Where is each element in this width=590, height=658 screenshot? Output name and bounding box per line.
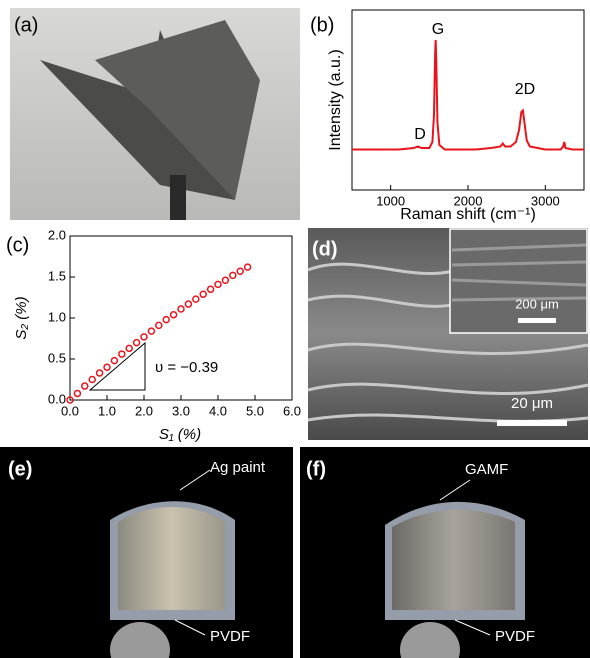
y-tick-label: 0.5 [48,350,66,365]
data-point [156,322,162,328]
peak-label: G [432,21,444,38]
data-point [141,334,147,340]
data-point [134,340,140,346]
data-point [74,390,80,396]
ag-film [118,507,225,610]
panel-label: (f) [306,458,326,480]
panel-label: (b) [310,14,334,36]
y-axis-label: Intensity (a.u.) [327,49,344,150]
data-point [200,291,206,297]
annotation: Ag paint [210,459,266,476]
slope-triangle [90,343,145,390]
annotation: υ = −0.39 [155,359,218,376]
data-point [245,264,251,270]
y-tick-label: 0.0 [48,391,66,406]
gamf-film [392,510,515,610]
x-tick-label: 3.0 [172,403,190,418]
data-point [178,306,184,312]
data-point [126,345,132,351]
data-point [104,364,110,370]
x-tick-label: 6.0 [283,403,301,418]
x-tick-label: 2.0 [135,403,153,418]
x-axis-label: S₁ (%) [159,426,201,443]
peak-label: 2D [515,81,535,98]
data-point [89,377,95,383]
annotation: GAMF [465,461,508,478]
y-tick-label: 1.5 [48,268,66,283]
data-point [163,317,169,323]
data-point [82,383,88,389]
x-tick-label: 4.0 [209,403,227,418]
data-point [208,286,214,292]
annotation: PVDF [210,628,250,645]
spectrum-line [352,40,584,150]
tweezers [170,175,186,220]
data-point [97,370,103,376]
data-point [222,277,228,283]
annotation: PVDF [495,628,535,645]
x-tick-label: 1.0 [98,403,116,418]
y-tick-label: 1.0 [48,309,66,324]
scale-bar [497,420,567,426]
data-point [119,351,125,357]
data-point [148,328,154,334]
panel-label: (e) [8,458,32,480]
data-point [171,312,177,318]
panel-label: (a) [14,14,38,36]
data-point [193,296,199,302]
plot-frame [352,10,584,190]
y-axis-label: S₂ (%) [13,296,30,339]
scale-label: 200 μm [515,296,559,311]
panel-label: (c) [6,234,29,256]
scale-bar [518,318,556,323]
data-point [215,281,221,287]
x-axis-label: Raman shift (cm⁻¹) [400,206,536,223]
data-point [230,272,236,278]
scale-label: 20 μm [511,395,553,412]
data-point [185,301,191,307]
x-tick-label: 5.0 [246,403,264,418]
figure: (a) (b) (c) 200 μm 20 μm (d) Ag paint PV… [0,0,590,658]
data-point [237,268,243,274]
data-point [111,358,117,364]
panel-label: (d) [312,238,338,260]
peak-label: D [414,126,426,143]
y-tick-label: 2.0 [48,227,66,242]
